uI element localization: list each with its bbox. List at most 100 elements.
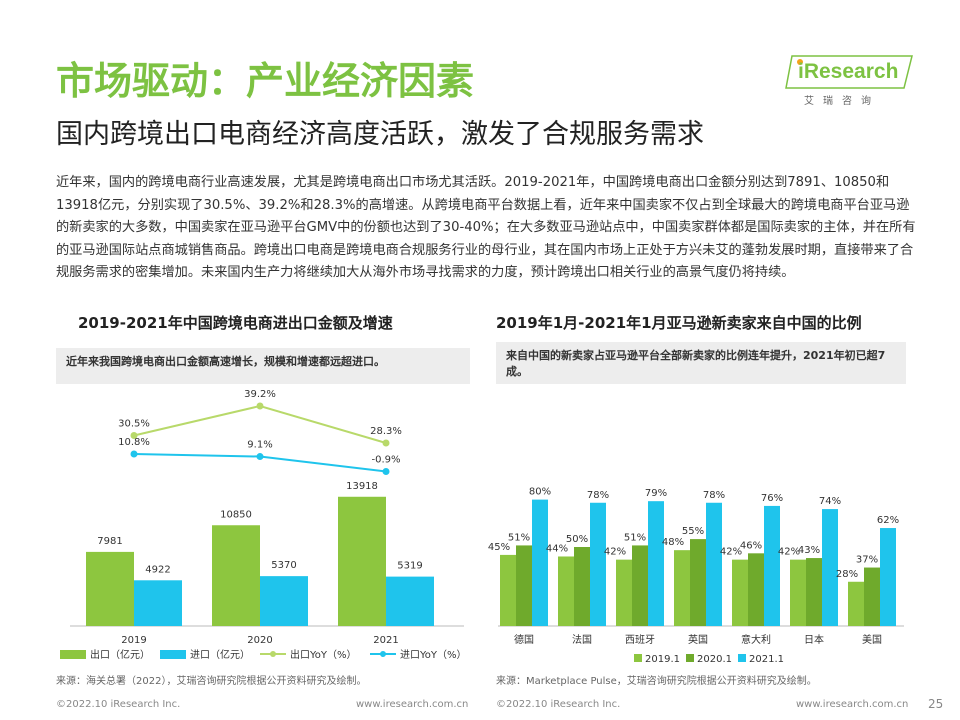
export-bar (338, 496, 386, 626)
page-title: 市场驱动：产业经济因素 (56, 59, 475, 103)
bar-2020.1 (574, 547, 590, 626)
bar-value-label: 55% (682, 526, 704, 537)
export-yoy-point (256, 402, 264, 410)
x-tick-label: 日本 (804, 633, 824, 646)
bar-value-label: 78% (703, 490, 725, 501)
bar-2021.1 (532, 499, 548, 626)
footer-copyright-left: ©2022.10 iResearch Inc. (56, 699, 181, 710)
iresearch-logo: iResearch 艾瑞咨询 (785, 52, 916, 108)
bar-value-label: 42% (778, 547, 800, 558)
x-tick-label: 美国 (862, 633, 882, 646)
bar-value-label: 50% (566, 534, 588, 545)
import-yoy-label: -0.9% (371, 455, 400, 466)
bar-value-label: 43% (798, 545, 820, 556)
legend-swatch-2019.1 (634, 654, 642, 662)
legend-swatch-2020.1 (686, 654, 694, 662)
logo-sub: 艾瑞咨询 (804, 96, 880, 107)
bar-2021.1 (590, 502, 606, 626)
export-value-label: 13918 (346, 481, 378, 492)
bar-2019.1 (848, 581, 864, 626)
legend-label-2021.1: 2021.1 (749, 654, 784, 665)
bar-value-label: 42% (720, 547, 742, 558)
bar-value-label: 51% (624, 532, 646, 543)
x-tick-label: 西班牙 (625, 634, 655, 646)
bar-2019.1 (790, 559, 806, 626)
bar-value-label: 51% (508, 532, 530, 543)
legend-import-yoy-label: 进口YoY（%） (400, 649, 467, 661)
bar-value-label: 45% (488, 542, 510, 553)
logo-name: iResearch (798, 60, 899, 83)
import-value-label: 4922 (145, 564, 170, 575)
legend-export-yoy-marker (270, 651, 276, 657)
left-chart-source: 来源：海关总署（2022），艾瑞咨询研究院根据公开资料研究及绘制。 (56, 676, 367, 687)
import-value-label: 5319 (397, 561, 422, 572)
import-yoy-label: 10.8% (118, 437, 150, 448)
export-value-label: 10850 (220, 509, 252, 520)
x-tick-label: 2021 (373, 635, 398, 646)
export-bar (86, 551, 134, 626)
right-chart-source: 来源：Marketplace Pulse，艾瑞咨询研究院根据公开资料研究及绘制。 (496, 676, 817, 687)
export-yoy-label: 28.3% (370, 426, 402, 437)
left-chart: 7981 4922 2019 10850 5370 2020 13918 5319 2021 30… (60, 389, 467, 661)
bar-2021.1 (706, 502, 722, 626)
logo-badge-icon (785, 55, 913, 89)
bar-2021.1 (822, 509, 838, 626)
x-tick-label: 2020 (247, 635, 272, 646)
legend-import-label: 进口（亿元） (190, 648, 250, 661)
bar-value-label: 28% (836, 569, 858, 580)
bar-2021.1 (880, 528, 896, 626)
bar-2020.1 (632, 545, 648, 626)
import-yoy-point (382, 468, 390, 475)
bar-value-label: 79% (645, 488, 667, 499)
export-yoy-label: 39.2% (244, 389, 276, 400)
import-bar (386, 576, 434, 626)
bar-2019.1 (558, 556, 574, 626)
export-value-label: 7981 (97, 536, 122, 547)
bar-value-label: 78% (587, 490, 609, 501)
bar-value-label: 80% (529, 487, 551, 498)
legend-label-2020.1: 2020.1 (697, 654, 732, 665)
bar-value-label: 74% (819, 496, 841, 507)
page-subtitle: 国内跨境出口电商经济高度活跃，激发了合规服务需求 (56, 119, 704, 150)
bar-value-label: 76% (761, 493, 783, 504)
bar-2020.1 (516, 545, 532, 626)
bar-2019.1 (732, 559, 748, 626)
bar-value-label: 46% (740, 540, 762, 551)
export-yoy-point (382, 439, 390, 447)
bar-2020.1 (806, 558, 822, 626)
bar-2019.1 (674, 550, 690, 626)
import-bar (134, 580, 182, 626)
x-tick-label: 意大利 (741, 633, 771, 646)
bar-2020.1 (748, 553, 764, 626)
bar-2019.1 (500, 554, 516, 626)
legend-swatch-2021.1 (738, 654, 746, 662)
legend-export-yoy-label: 出口YoY（%） (290, 648, 357, 661)
legend-export-swatch (60, 650, 86, 659)
import-yoy-label: 9.1% (247, 440, 272, 451)
right-chart-callout: 来自中国的新卖家占亚马逊平台全部新卖家的比例连年提升，2021年初已超7成。 (496, 342, 906, 384)
bar-value-label: 42% (604, 547, 626, 558)
left-chart-callout: 近年来我国跨境电商出口金额高速增长，规模和增速都远超进口。 (56, 348, 470, 384)
bar-2021.1 (648, 501, 664, 626)
right-chart: 45%51%80%德国44%50%78%法国42%51%79%西班牙48%55%… (488, 487, 904, 665)
bar-value-label: 48% (662, 537, 684, 548)
bar-2020.1 (690, 539, 706, 626)
bar-2019.1 (616, 559, 632, 626)
bar-value-label: 62% (877, 515, 899, 526)
legend-export-label: 出口（亿元） (90, 648, 150, 661)
left-chart-title: 2019-2021年中国跨境电商进出口金额及增速 (78, 314, 393, 332)
legend-import-swatch (160, 650, 186, 659)
import-bar (260, 576, 308, 626)
right-chart-title: 2019年1月-2021年1月亚马逊新卖家来自中国的比例 (496, 314, 862, 332)
footer-url-right: www.iresearch.com.cn (796, 699, 909, 710)
x-tick-label: 英国 (688, 633, 708, 646)
export-yoy-line (133, 404, 387, 444)
import-value-label: 5370 (271, 560, 296, 571)
page-number: 25 (928, 697, 944, 711)
body-paragraph: 近年来，国内的跨境电商行业高速发展，尤其是跨境电商出口市场尤其活跃。2019-2… (56, 175, 916, 281)
export-bar (212, 525, 260, 626)
footer-url-left: www.iresearch.com.cn (356, 699, 469, 710)
legend-import-yoy-marker (380, 651, 386, 657)
x-tick-label: 法国 (572, 633, 592, 646)
x-tick-label: 德国 (514, 633, 534, 646)
